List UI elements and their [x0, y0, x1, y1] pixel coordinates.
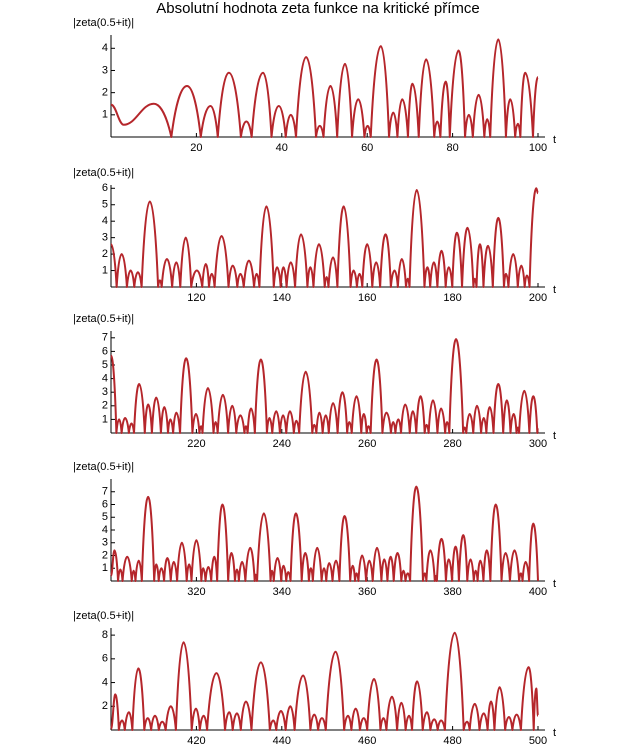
y-tick-label: 3: [102, 537, 108, 549]
zeta-curve: [110, 187, 539, 288]
x-tick-label: 260: [358, 438, 376, 450]
figure-title: Absolutní hodnota zeta funkce na kritick…: [156, 0, 480, 17]
y-tick-label: 2: [102, 549, 108, 561]
x-tick-label: 60: [361, 142, 373, 154]
y-tick-label: 6: [102, 653, 108, 665]
x-axis-label: t: [553, 578, 556, 590]
x-axis-label: t: [553, 727, 556, 739]
x-tick-label: 20: [190, 142, 202, 154]
x-tick-label: 340: [273, 586, 291, 598]
x-tick-label: 220: [187, 438, 205, 450]
x-axis-label: t: [553, 284, 556, 296]
x-tick-label: 400: [529, 586, 547, 598]
y-tick-label: 8: [102, 629, 108, 641]
y-tick-label: 2: [102, 248, 108, 260]
x-axis-label: t: [553, 134, 556, 146]
x-tick-label: 320: [187, 586, 205, 598]
zeta-curve: [110, 338, 539, 434]
x-tick-label: 80: [446, 142, 458, 154]
x-tick-label: 500: [529, 735, 547, 747]
y-tick-label: 4: [102, 215, 108, 227]
x-tick-label: 200: [529, 292, 547, 304]
x-tick-label: 360: [358, 586, 376, 598]
y-tick-label: 6: [102, 498, 108, 510]
y-tick-label: 7: [102, 332, 108, 344]
y-tick-label: 1: [102, 264, 108, 276]
x-tick-label: 440: [273, 735, 291, 747]
zeta-curve: [110, 38, 539, 138]
y-tick-label: 6: [102, 182, 108, 194]
x-tick-label: 300: [529, 438, 547, 450]
y-tick-label: 1: [102, 562, 108, 574]
x-tick-label: 240: [273, 438, 291, 450]
zeta-curve: [110, 631, 539, 731]
y-tick-label: 7: [102, 486, 108, 498]
y-tick-label: 4: [102, 373, 108, 385]
y-tick-label: 4: [102, 42, 108, 54]
y-tick-label: 3: [102, 232, 108, 244]
y-tick-label: 2: [102, 400, 108, 412]
y-axis-label: |zeta(0.5+it)|: [73, 461, 134, 473]
y-axis-label: |zeta(0.5+it)|: [73, 17, 134, 29]
y-tick-label: 4: [102, 676, 108, 688]
x-tick-label: 40: [276, 142, 288, 154]
y-tick-label: 5: [102, 359, 108, 371]
x-tick-label: 100: [529, 142, 547, 154]
x-tick-label: 160: [358, 292, 376, 304]
zeta-curve: [110, 485, 539, 582]
x-tick-label: 460: [358, 735, 376, 747]
y-tick-label: 2: [102, 87, 108, 99]
x-tick-label: 180: [443, 292, 461, 304]
y-tick-label: 1: [102, 109, 108, 121]
x-tick-label: 420: [187, 735, 205, 747]
y-axis-label: |zeta(0.5+it)|: [73, 610, 134, 622]
x-tick-label: 140: [273, 292, 291, 304]
y-tick-label: 5: [102, 511, 108, 523]
x-tick-label: 120: [187, 292, 205, 304]
y-tick-label: 1: [102, 413, 108, 425]
x-tick-label: 280: [443, 438, 461, 450]
x-tick-label: 480: [443, 735, 461, 747]
y-tick-label: 5: [102, 199, 108, 211]
y-tick-label: 3: [102, 64, 108, 76]
y-tick-label: 6: [102, 345, 108, 357]
y-tick-label: 4: [102, 524, 108, 536]
y-axis-label: |zeta(0.5+it)|: [73, 313, 134, 325]
y-tick-label: 2: [102, 700, 108, 712]
y-axis-label: |zeta(0.5+it)|: [73, 167, 134, 179]
x-tick-label: 380: [443, 586, 461, 598]
x-axis-label: t: [553, 430, 556, 442]
y-tick-label: 3: [102, 386, 108, 398]
